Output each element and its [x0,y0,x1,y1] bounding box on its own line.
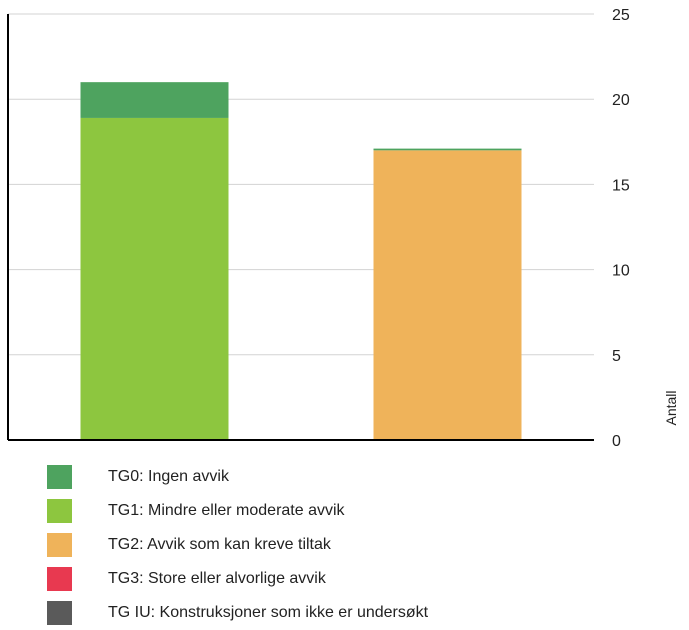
legend-swatch [47,499,72,523]
bar-segment [373,150,522,440]
stacked-bar-chart: 0 5 10 15 20 25 Antall [7,7,679,450]
axes [7,14,594,441]
legend-item: TG3: Store eller alvorlige avvik [47,562,428,596]
y-axis-title: Antall [663,390,679,425]
bar-segment [80,82,229,118]
legend-item: TG0: Ingen avvik [47,460,428,494]
legend-item: TG1: Mindre eller moderate avvik [47,494,428,528]
bar-segment [373,148,522,151]
y-tick-label: 10 [612,263,630,280]
legend-swatch [47,601,72,625]
legend: TG0: Ingen avvik TG1: Mindre eller modera… [47,460,428,630]
legend-swatch [47,465,72,489]
legend-item: TG IU: Konstruksjoner som ikke er unders… [47,596,428,630]
bar-segment [80,117,229,440]
legend-label: TG0: Ingen avvik [108,468,229,485]
legend-swatch [47,533,72,557]
legend-label: TG1: Mindre eller moderate avvik [108,502,345,519]
y-tick-label: 20 [612,92,630,109]
y-tick-label: 15 [612,177,630,194]
y-tick-labels: 0 5 10 15 20 25 [612,7,630,450]
y-tick-label: 0 [612,433,621,450]
bars [80,82,522,440]
y-tick-label: 5 [612,348,621,365]
legend-label: TG3: Store eller alvorlige avvik [108,570,326,587]
legend-label: TG2: Avvik som kan kreve tiltak [108,536,331,553]
legend-label: TG IU: Konstruksjoner som ikke er unders… [108,604,429,621]
legend-item: TG2: Avvik som kan kreve tiltak [47,528,428,562]
legend-swatch [47,567,72,591]
y-tick-label: 25 [612,7,630,24]
